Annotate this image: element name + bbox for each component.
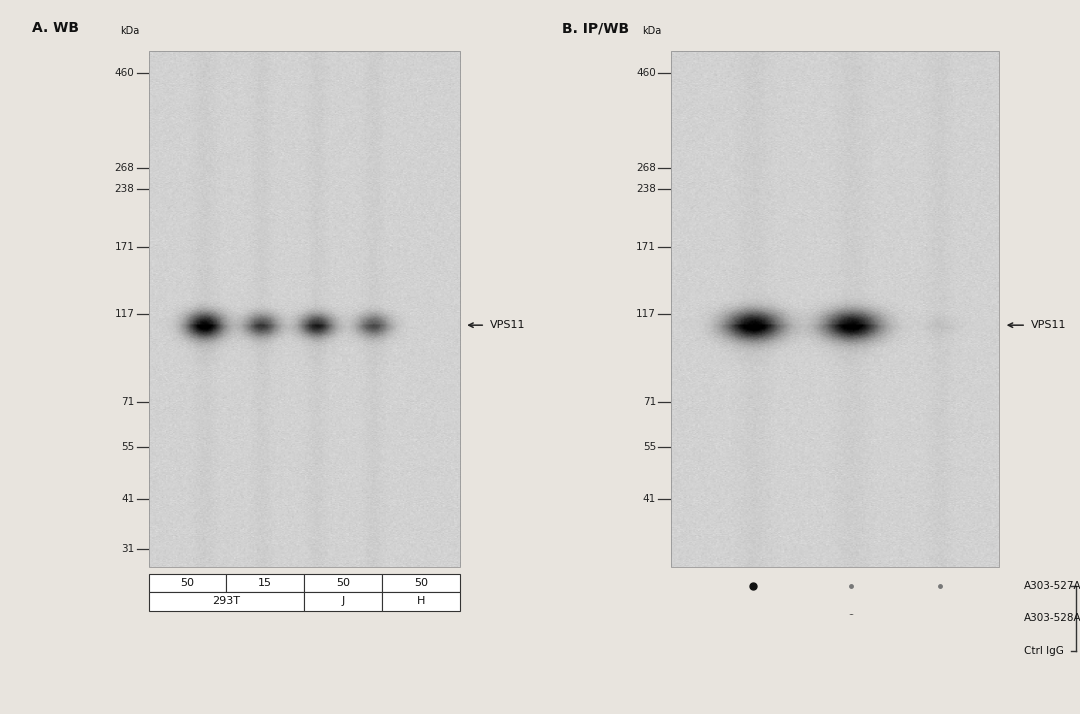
Text: B. IP/WB: B. IP/WB <box>562 21 629 36</box>
Text: kDa: kDa <box>642 26 661 36</box>
Text: 293T: 293T <box>213 596 240 606</box>
Bar <box>382 574 460 591</box>
Bar <box>382 591 460 611</box>
Text: 71: 71 <box>121 398 135 408</box>
Bar <box>305 591 382 611</box>
Text: kDa: kDa <box>120 26 139 36</box>
Text: A303-527A: A303-527A <box>1024 581 1080 591</box>
Text: 71: 71 <box>643 398 656 408</box>
Text: A303-528A: A303-528A <box>1024 613 1080 623</box>
Text: 31: 31 <box>121 543 135 553</box>
Text: 238: 238 <box>114 184 135 194</box>
Text: 238: 238 <box>636 184 656 194</box>
Text: 50: 50 <box>414 578 428 588</box>
Text: 41: 41 <box>121 494 135 504</box>
Bar <box>149 591 305 611</box>
Text: J: J <box>341 596 345 606</box>
Text: 50: 50 <box>336 578 350 588</box>
Text: 460: 460 <box>114 68 135 78</box>
Text: 55: 55 <box>643 443 656 453</box>
Bar <box>227 574 305 591</box>
Text: 15: 15 <box>258 578 272 588</box>
Text: 171: 171 <box>114 242 135 252</box>
Bar <box>149 51 460 567</box>
Text: 50: 50 <box>180 578 194 588</box>
Bar <box>149 574 227 591</box>
Text: 41: 41 <box>643 494 656 504</box>
Text: H: H <box>417 596 424 606</box>
Text: A. WB: A. WB <box>32 21 80 36</box>
Text: VPS11: VPS11 <box>490 320 525 330</box>
Text: 268: 268 <box>636 163 656 173</box>
Text: 268: 268 <box>114 163 135 173</box>
Text: 460: 460 <box>636 68 656 78</box>
Bar <box>671 51 999 567</box>
Text: 55: 55 <box>121 443 135 453</box>
Text: Ctrl IgG: Ctrl IgG <box>1024 646 1064 656</box>
Text: 171: 171 <box>636 242 656 252</box>
Text: 117: 117 <box>636 309 656 319</box>
Bar <box>305 574 382 591</box>
Text: VPS11: VPS11 <box>1031 320 1067 330</box>
Text: 117: 117 <box>114 309 135 319</box>
